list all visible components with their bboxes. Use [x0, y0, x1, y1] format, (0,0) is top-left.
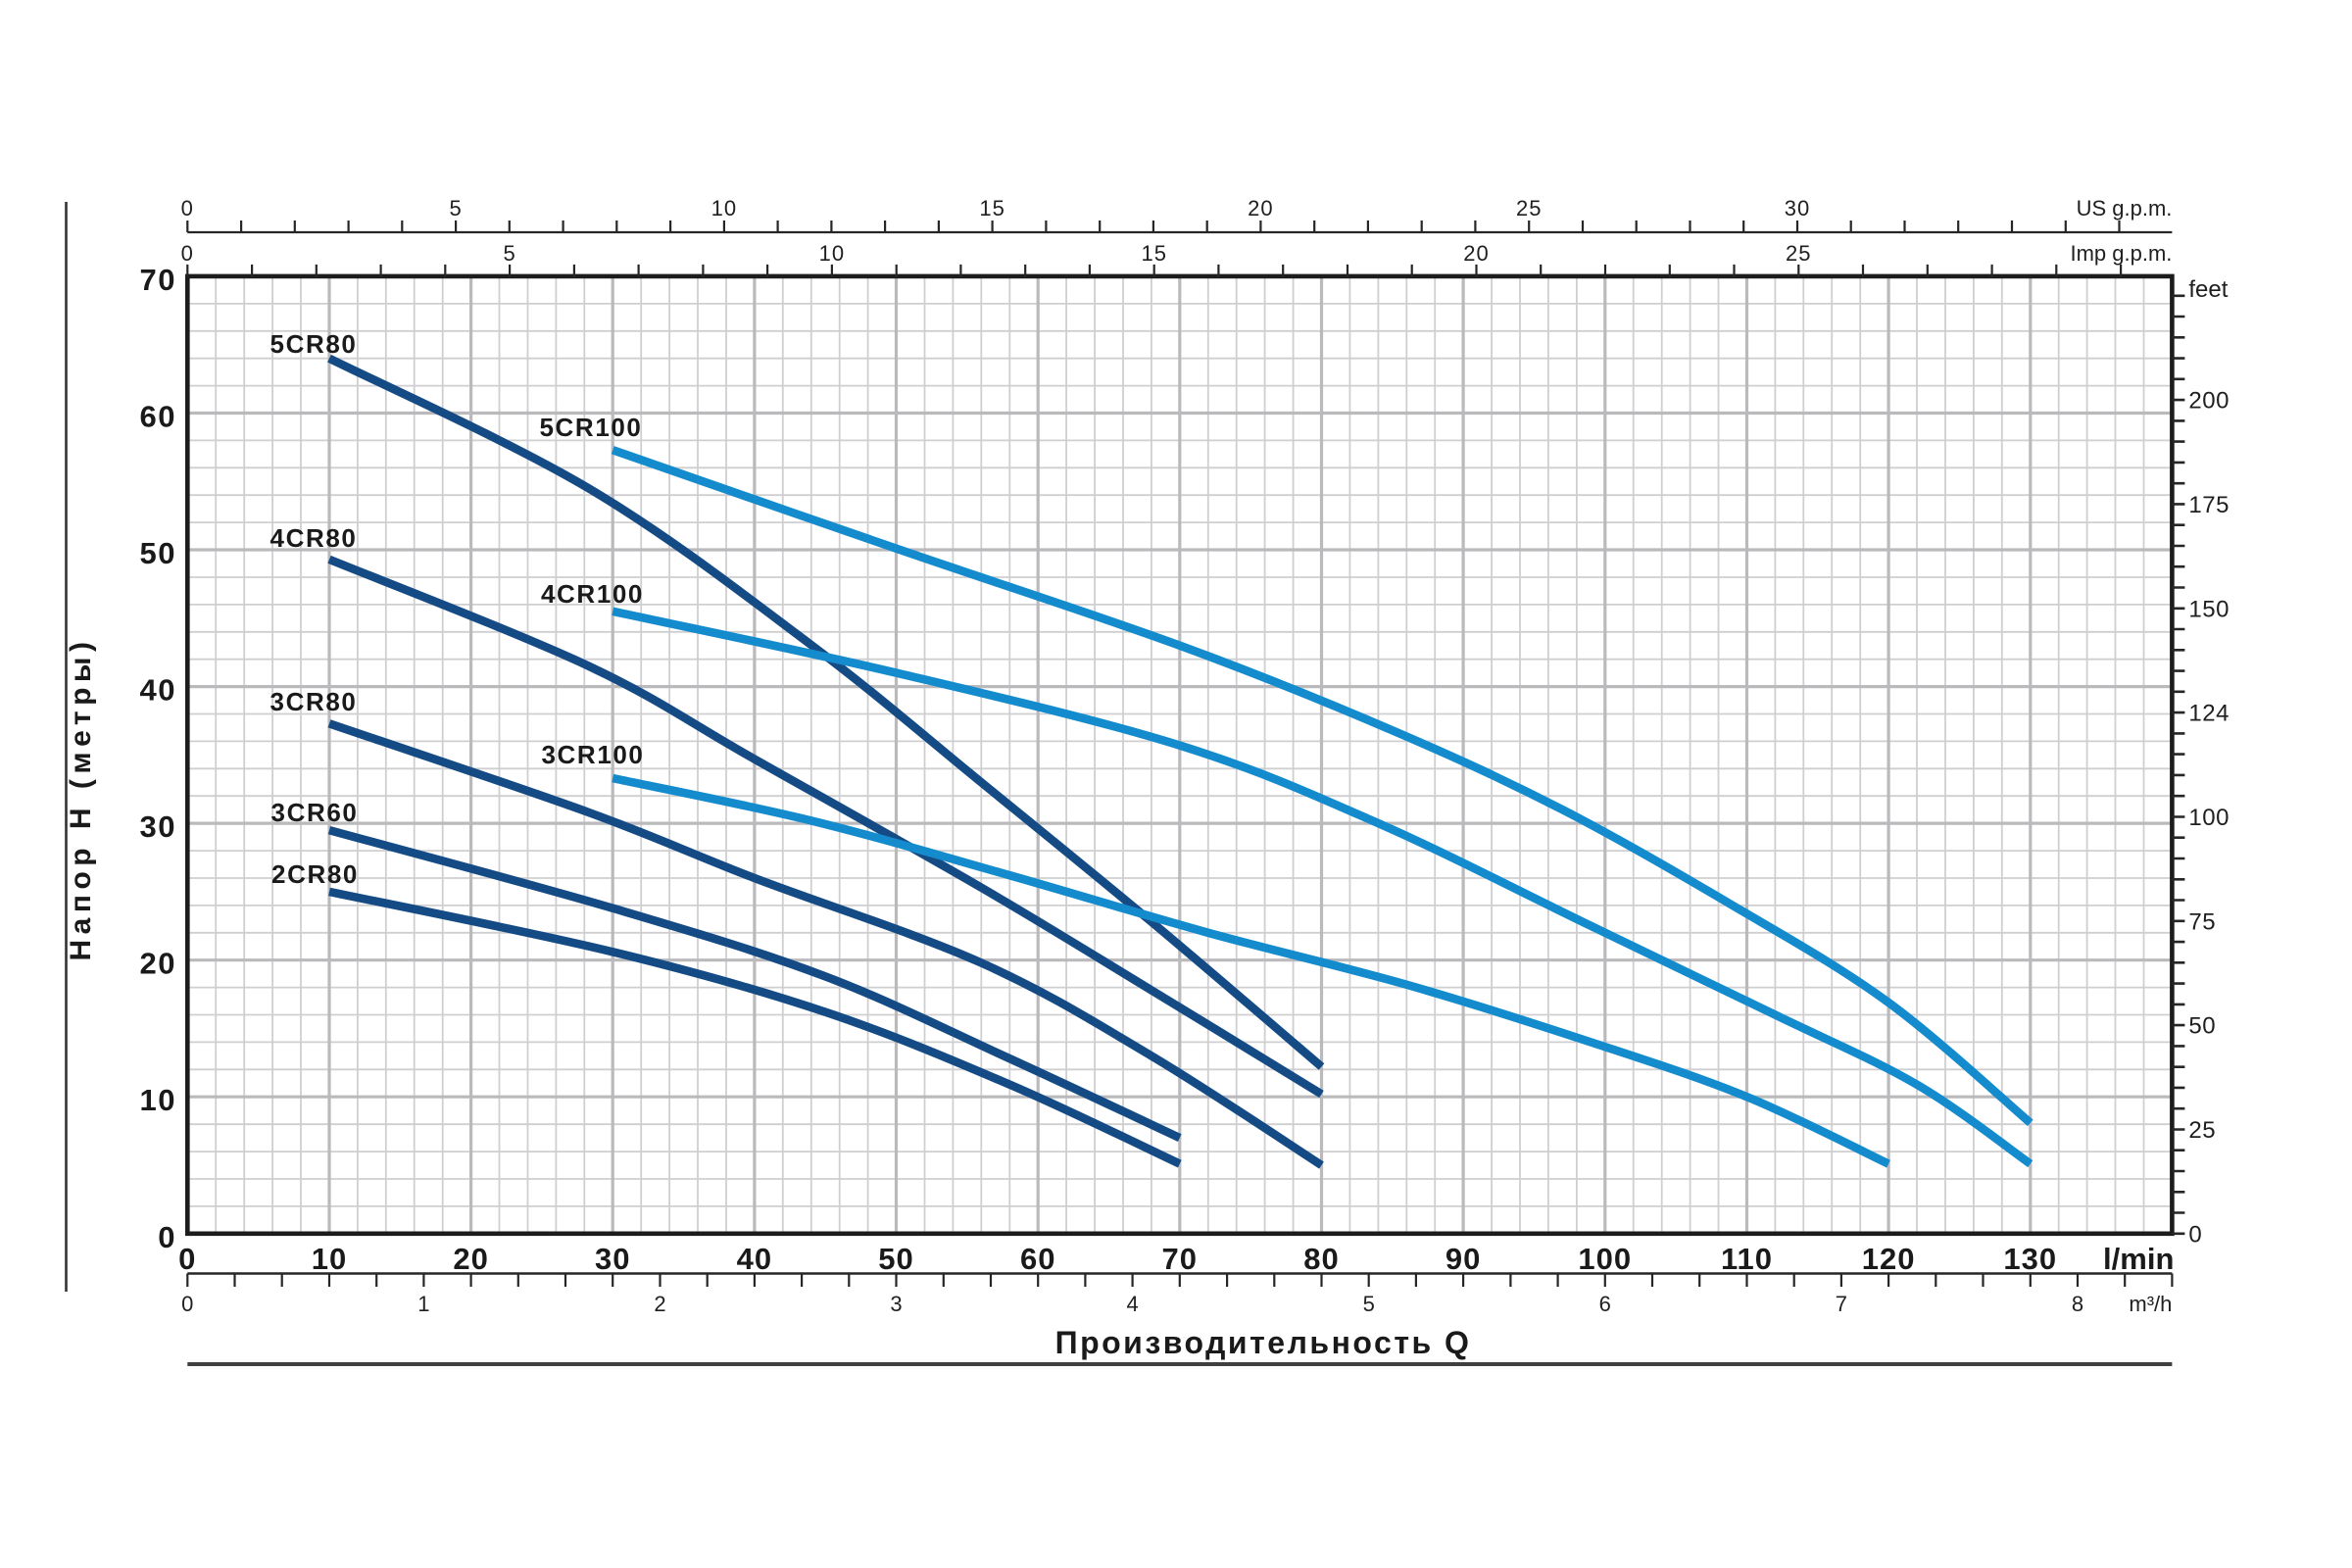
svg-text:15: 15	[1141, 241, 1166, 266]
svg-text:2: 2	[654, 1292, 665, 1316]
svg-text:4CR80: 4CR80	[270, 523, 358, 553]
svg-text:130: 130	[2003, 1242, 2057, 1276]
svg-text:25: 25	[1516, 196, 1542, 220]
svg-text:0: 0	[181, 241, 194, 266]
svg-text:60: 60	[140, 400, 176, 434]
svg-text:8: 8	[2072, 1292, 2083, 1316]
svg-text:US g.p.m.: US g.p.m.	[2077, 196, 2173, 220]
svg-text:30: 30	[140, 809, 176, 844]
svg-text:5CR100: 5CR100	[540, 413, 643, 442]
svg-text:124: 124	[2188, 701, 2230, 727]
svg-text:0: 0	[178, 1242, 196, 1276]
svg-text:3CR80: 3CR80	[270, 687, 358, 716]
svg-text:0: 0	[158, 1220, 176, 1254]
svg-text:5: 5	[503, 241, 515, 266]
svg-text:175: 175	[2188, 492, 2230, 518]
svg-text:75: 75	[2188, 908, 2216, 935]
svg-text:30: 30	[595, 1242, 630, 1276]
svg-text:3CR60: 3CR60	[271, 798, 359, 827]
svg-text:4CR100: 4CR100	[541, 579, 644, 609]
svg-text:70: 70	[140, 263, 176, 297]
svg-text:120: 120	[1862, 1242, 1916, 1276]
svg-text:10: 10	[819, 241, 845, 266]
svg-text:4: 4	[1126, 1292, 1138, 1316]
svg-text:100: 100	[1578, 1242, 1632, 1276]
svg-text:7: 7	[1836, 1292, 1847, 1316]
svg-text:0: 0	[181, 196, 194, 220]
svg-text:50: 50	[140, 536, 176, 570]
svg-text:5: 5	[449, 196, 462, 220]
svg-text:m³/h: m³/h	[2129, 1292, 2172, 1316]
svg-text:60: 60	[1020, 1242, 1055, 1276]
svg-text:3CR100: 3CR100	[542, 740, 645, 769]
svg-text:50: 50	[878, 1242, 913, 1276]
svg-text:Imp g.p.m.: Imp g.p.m.	[2070, 241, 2172, 266]
svg-text:15: 15	[979, 196, 1004, 220]
svg-text:0: 0	[2188, 1221, 2202, 1248]
svg-text:100: 100	[2188, 805, 2230, 831]
svg-text:3: 3	[890, 1292, 902, 1316]
svg-text:10: 10	[312, 1242, 347, 1276]
svg-text:40: 40	[140, 673, 176, 708]
svg-text:150: 150	[2188, 596, 2230, 622]
svg-text:20: 20	[140, 947, 176, 981]
svg-text:25: 25	[2188, 1117, 2216, 1144]
svg-text:Производительность Q: Производительность Q	[1055, 1325, 1472, 1360]
svg-text:200: 200	[2188, 388, 2230, 415]
svg-text:l/min: l/min	[2103, 1242, 2174, 1276]
svg-text:5CR80: 5CR80	[270, 329, 358, 359]
svg-text:90: 90	[1446, 1242, 1481, 1276]
svg-text:30: 30	[1785, 196, 1810, 220]
svg-text:20: 20	[1463, 241, 1489, 266]
svg-text:20: 20	[453, 1242, 488, 1276]
svg-text:50: 50	[2188, 1013, 2216, 1040]
svg-text:5: 5	[1363, 1292, 1375, 1316]
svg-text:20: 20	[1248, 196, 1273, 220]
svg-text:1: 1	[417, 1292, 429, 1316]
svg-text:2CR80: 2CR80	[271, 859, 359, 889]
svg-text:110: 110	[1721, 1242, 1773, 1276]
svg-text:40: 40	[737, 1242, 772, 1276]
svg-text:feet: feet	[2188, 276, 2228, 303]
svg-text:25: 25	[1786, 241, 1811, 266]
svg-text:10: 10	[140, 1083, 176, 1117]
svg-text:80: 80	[1303, 1242, 1339, 1276]
svg-text:6: 6	[1599, 1292, 1611, 1316]
svg-text:Напор H (метры): Напор H (метры)	[65, 636, 97, 960]
svg-text:70: 70	[1162, 1242, 1198, 1276]
svg-text:0: 0	[181, 1292, 193, 1316]
svg-text:10: 10	[711, 196, 737, 220]
